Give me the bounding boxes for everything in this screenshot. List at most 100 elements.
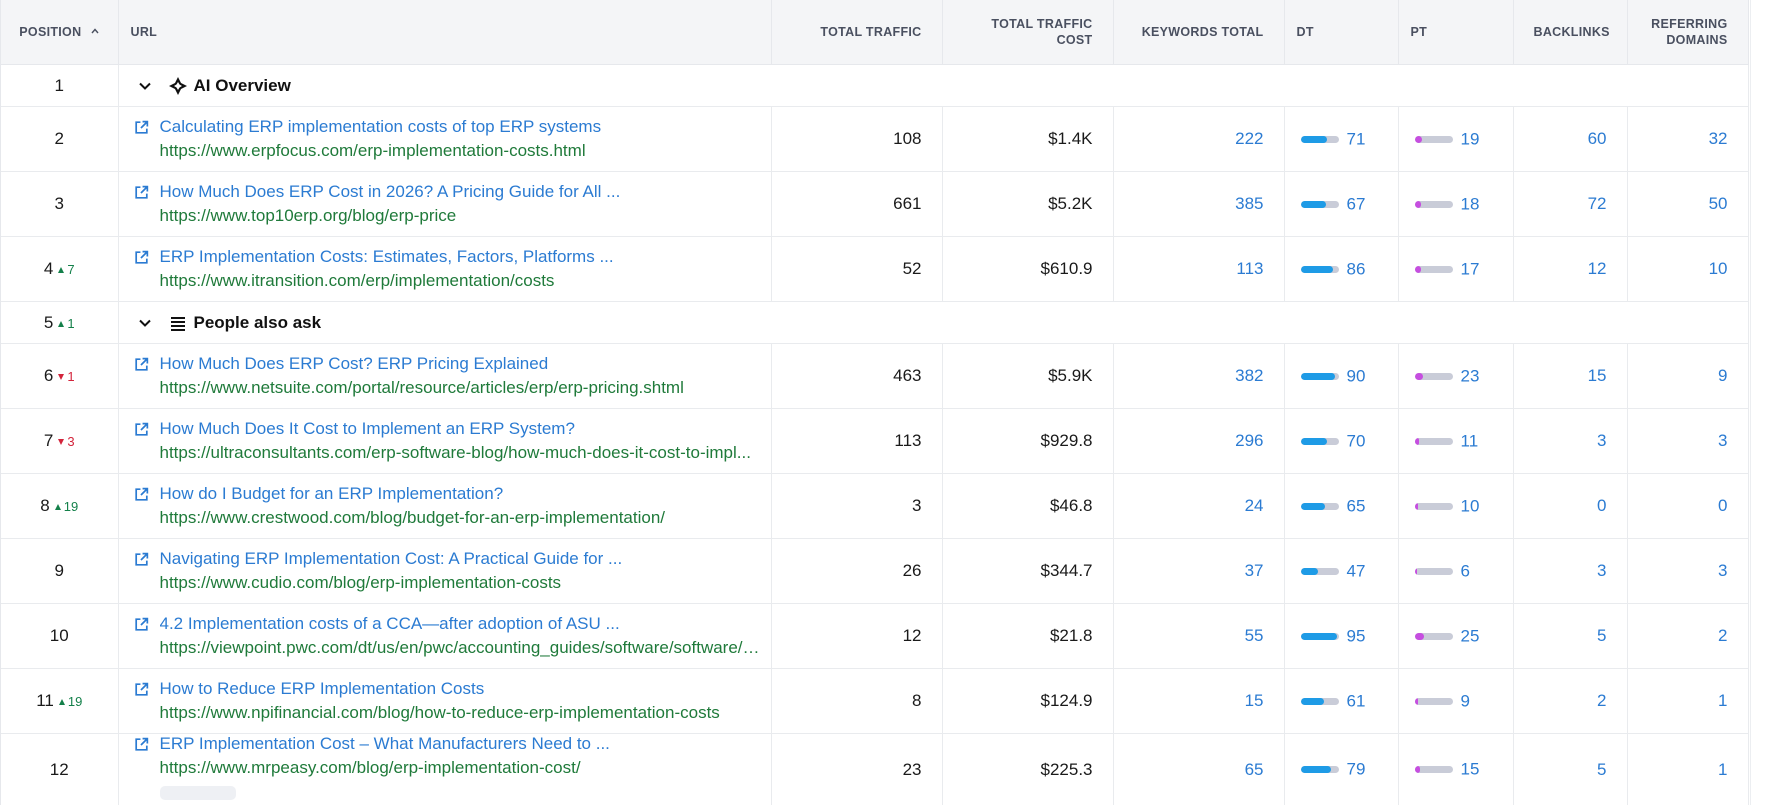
result-url[interactable]: https://www.crestwood.com/blog/budget-fo… bbox=[159, 508, 666, 527]
dt-value[interactable]: 70 bbox=[1346, 431, 1366, 451]
external-link-icon[interactable] bbox=[133, 736, 150, 753]
pt-value[interactable]: 6 bbox=[1460, 561, 1470, 581]
backlinks-link[interactable]: 0 bbox=[1513, 473, 1628, 539]
pt-value[interactable]: 9 bbox=[1460, 691, 1470, 711]
table-row[interactable]: 3 How Much Does ERP Cost in 2026? A Prici… bbox=[1, 171, 1749, 237]
pt-cell[interactable]: 17 bbox=[1398, 236, 1514, 302]
result-title-link[interactable]: How do I Budget for an ERP Implementatio… bbox=[159, 484, 504, 503]
referring-domains-link[interactable]: 1 bbox=[1627, 733, 1749, 805]
chevron-down-icon[interactable] bbox=[138, 316, 152, 330]
backlinks-link[interactable]: 3 bbox=[1513, 538, 1628, 604]
header-total-traffic[interactable]: TOTAL TRAFFIC bbox=[771, 0, 943, 65]
backlinks-link[interactable]: 5 bbox=[1513, 603, 1628, 669]
pt-cell[interactable]: 10 bbox=[1398, 473, 1514, 539]
pt-value[interactable]: 15 bbox=[1460, 759, 1480, 779]
dt-cell[interactable]: 71 bbox=[1284, 106, 1399, 172]
dt-cell[interactable]: 79 bbox=[1284, 733, 1399, 805]
header-backlinks[interactable]: BACKLINKS bbox=[1513, 0, 1628, 65]
header-dt[interactable]: DT bbox=[1284, 0, 1399, 65]
pt-value[interactable]: 11 bbox=[1460, 431, 1479, 451]
external-link-icon[interactable] bbox=[133, 184, 150, 201]
table-row[interactable]: 4 7 ERP Implementation Costs: Estimates, F… bbox=[1, 236, 1749, 302]
dt-cell[interactable]: 86 bbox=[1284, 236, 1399, 302]
result-title-link[interactable]: ERP Implementation Cost – What Manufactu… bbox=[159, 734, 610, 753]
header-keywords-total[interactable]: KEYWORDS TOTAL bbox=[1113, 0, 1285, 65]
dt-cell[interactable]: 47 bbox=[1284, 538, 1399, 604]
dt-value[interactable]: 79 bbox=[1346, 759, 1366, 779]
keywords-total-link[interactable]: 24 bbox=[1113, 473, 1285, 539]
keywords-total-link[interactable]: 55 bbox=[1113, 603, 1285, 669]
result-title-link[interactable]: 4.2 Implementation costs of a CCA—after … bbox=[159, 614, 620, 633]
external-link-icon[interactable] bbox=[133, 421, 150, 438]
dt-value[interactable]: 47 bbox=[1346, 561, 1366, 581]
referring-domains-link[interactable]: 1 bbox=[1627, 668, 1749, 734]
external-link-icon[interactable] bbox=[133, 486, 150, 503]
referring-domains-link[interactable]: 0 bbox=[1627, 473, 1749, 539]
referring-domains-link[interactable]: 32 bbox=[1627, 106, 1749, 172]
external-link-icon[interactable] bbox=[133, 681, 150, 698]
result-title-link[interactable]: How Much Does ERP Cost? ERP Pricing Expl… bbox=[159, 354, 549, 373]
external-link-icon[interactable] bbox=[133, 551, 150, 568]
dt-value[interactable]: 71 bbox=[1346, 129, 1366, 149]
sort-ascending-icon[interactable] bbox=[91, 27, 99, 35]
header-position[interactable]: POSITION bbox=[1, 0, 119, 65]
dt-value[interactable]: 65 bbox=[1346, 496, 1366, 516]
table-row[interactable]: 6 1 How Much Does ERP Cost? ERP Pricing Ex… bbox=[1, 343, 1749, 409]
table-row[interactable]: 2 Calculating ERP implementation costs of… bbox=[1, 106, 1749, 172]
dt-cell[interactable]: 61 bbox=[1284, 668, 1399, 734]
pt-cell[interactable]: 6 bbox=[1398, 538, 1514, 604]
keywords-total-link[interactable]: 296 bbox=[1113, 408, 1285, 474]
serp-feature-row-ai-overview[interactable]: 1 AI Overview bbox=[1, 64, 1749, 107]
result-url[interactable]: https://www.top10erp.org/blog/erp-price bbox=[159, 206, 457, 225]
dt-value[interactable]: 90 bbox=[1346, 366, 1366, 386]
result-url[interactable]: https://www.mrpeasy.com/blog/erp-impleme… bbox=[159, 758, 581, 777]
dt-value[interactable]: 86 bbox=[1346, 259, 1366, 279]
dt-value[interactable]: 95 bbox=[1346, 626, 1366, 646]
external-link-icon[interactable] bbox=[133, 616, 150, 633]
result-url[interactable]: https://www.cudio.com/blog/erp-implement… bbox=[159, 573, 562, 592]
pt-cell[interactable]: 25 bbox=[1398, 603, 1514, 669]
serp-feature-row-people-also-ask[interactable]: 5 1 People also ask bbox=[1, 301, 1749, 344]
pt-cell[interactable]: 23 bbox=[1398, 343, 1514, 409]
keywords-total-link[interactable]: 385 bbox=[1113, 171, 1285, 237]
result-url[interactable]: https://www.npifinancial.com/blog/how-to… bbox=[159, 703, 720, 722]
keywords-total-link[interactable]: 37 bbox=[1113, 538, 1285, 604]
result-url[interactable]: https://www.itransition.com/erp/implemen… bbox=[159, 271, 555, 290]
result-url[interactable]: https://www.erpfocus.com/erp-implementat… bbox=[159, 141, 586, 160]
backlinks-link[interactable]: 15 bbox=[1513, 343, 1628, 409]
pt-cell[interactable]: 11 bbox=[1398, 408, 1514, 474]
pt-value[interactable]: 18 bbox=[1460, 194, 1480, 214]
result-title-link[interactable]: How to Reduce ERP Implementation Costs bbox=[159, 679, 485, 698]
keywords-total-link[interactable]: 222 bbox=[1113, 106, 1285, 172]
table-row[interactable]: 12 ERP Implementation Cost – What Manufac… bbox=[1, 733, 1749, 805]
pt-value[interactable]: 17 bbox=[1460, 259, 1480, 279]
header-referring-domains[interactable]: REFERRING DOMAINS bbox=[1627, 0, 1749, 65]
dt-cell[interactable]: 90 bbox=[1284, 343, 1399, 409]
result-url[interactable]: https://www.netsuite.com/portal/resource… bbox=[159, 378, 684, 397]
pt-cell[interactable]: 15 bbox=[1398, 733, 1514, 805]
backlinks-link[interactable]: 2 bbox=[1513, 668, 1628, 734]
table-row[interactable]: 7 3 How Much Does It Cost to Implement an … bbox=[1, 408, 1749, 474]
result-url[interactable]: https://ultraconsultants.com/erp-softwar… bbox=[159, 443, 751, 462]
keywords-total-link[interactable]: 113 bbox=[1113, 236, 1285, 302]
header-pt[interactable]: PT bbox=[1398, 0, 1514, 65]
backlinks-link[interactable]: 12 bbox=[1513, 236, 1628, 302]
keywords-total-link[interactable]: 382 bbox=[1113, 343, 1285, 409]
chevron-down-icon[interactable] bbox=[138, 79, 152, 93]
pt-value[interactable]: 19 bbox=[1460, 129, 1480, 149]
dt-cell[interactable]: 65 bbox=[1284, 473, 1399, 539]
table-row[interactable]: 10 4.2 Implementation costs of a CCA—afte… bbox=[1, 603, 1749, 669]
result-title-link[interactable]: ERP Implementation Costs: Estimates, Fac… bbox=[159, 247, 614, 266]
dt-value[interactable]: 67 bbox=[1346, 194, 1366, 214]
referring-domains-link[interactable]: 2 bbox=[1627, 603, 1749, 669]
result-title-link[interactable]: How Much Does It Cost to Implement an ER… bbox=[159, 419, 575, 438]
external-link-icon[interactable] bbox=[133, 119, 150, 136]
table-row[interactable]: 11 19 How to Reduce ERP Implementation Cos… bbox=[1, 668, 1749, 734]
backlinks-link[interactable]: 5 bbox=[1513, 733, 1628, 805]
result-title-link[interactable]: Calculating ERP implementation costs of … bbox=[159, 117, 602, 136]
pt-cell[interactable]: 18 bbox=[1398, 171, 1514, 237]
referring-domains-link[interactable]: 9 bbox=[1627, 343, 1749, 409]
backlinks-link[interactable]: 72 bbox=[1513, 171, 1628, 237]
dt-cell[interactable]: 67 bbox=[1284, 171, 1399, 237]
referring-domains-link[interactable]: 3 bbox=[1627, 538, 1749, 604]
